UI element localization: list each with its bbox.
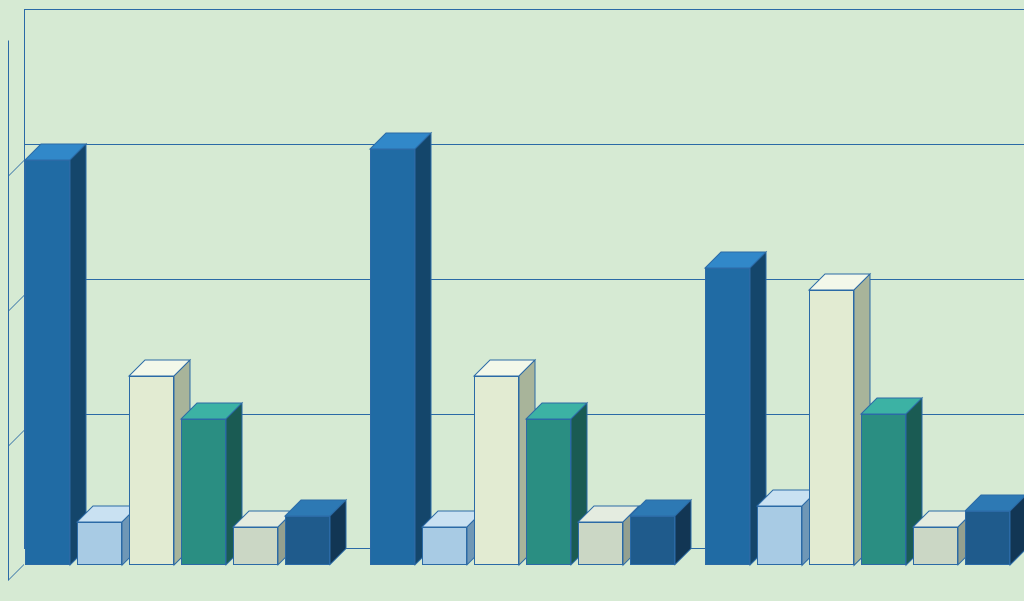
bar-front-face — [861, 414, 906, 565]
bar — [370, 133, 431, 565]
bar — [630, 500, 691, 565]
gridline — [24, 144, 1024, 145]
bar-front-face — [705, 268, 750, 565]
bar — [965, 495, 1024, 565]
bar-side-face — [675, 500, 691, 565]
bar-front-face — [370, 149, 415, 565]
bar-side-face — [330, 500, 346, 565]
bar-front-face — [526, 419, 571, 565]
bar — [285, 500, 346, 565]
bar-front-face — [757, 506, 802, 565]
bar — [25, 144, 86, 565]
bar-side-face — [415, 133, 431, 565]
bar-front-face — [809, 290, 854, 565]
bar-front-face — [965, 511, 1010, 565]
bar-front-face — [233, 527, 278, 565]
bar-front-face — [578, 522, 623, 565]
bar-side-face — [1010, 495, 1024, 565]
bar-front-face — [630, 516, 675, 565]
bar-front-face — [285, 516, 330, 565]
bar-front-face — [181, 419, 226, 565]
bar-front-face — [25, 160, 70, 565]
bar-chart-3d — [0, 0, 1024, 601]
bar-side-face — [70, 144, 86, 565]
bar-front-face — [129, 376, 174, 565]
bar-front-face — [474, 376, 519, 565]
bar-front-face — [913, 527, 958, 565]
bar-front-face — [422, 527, 467, 565]
bar-front-face — [77, 522, 122, 565]
gridline — [24, 279, 1024, 280]
